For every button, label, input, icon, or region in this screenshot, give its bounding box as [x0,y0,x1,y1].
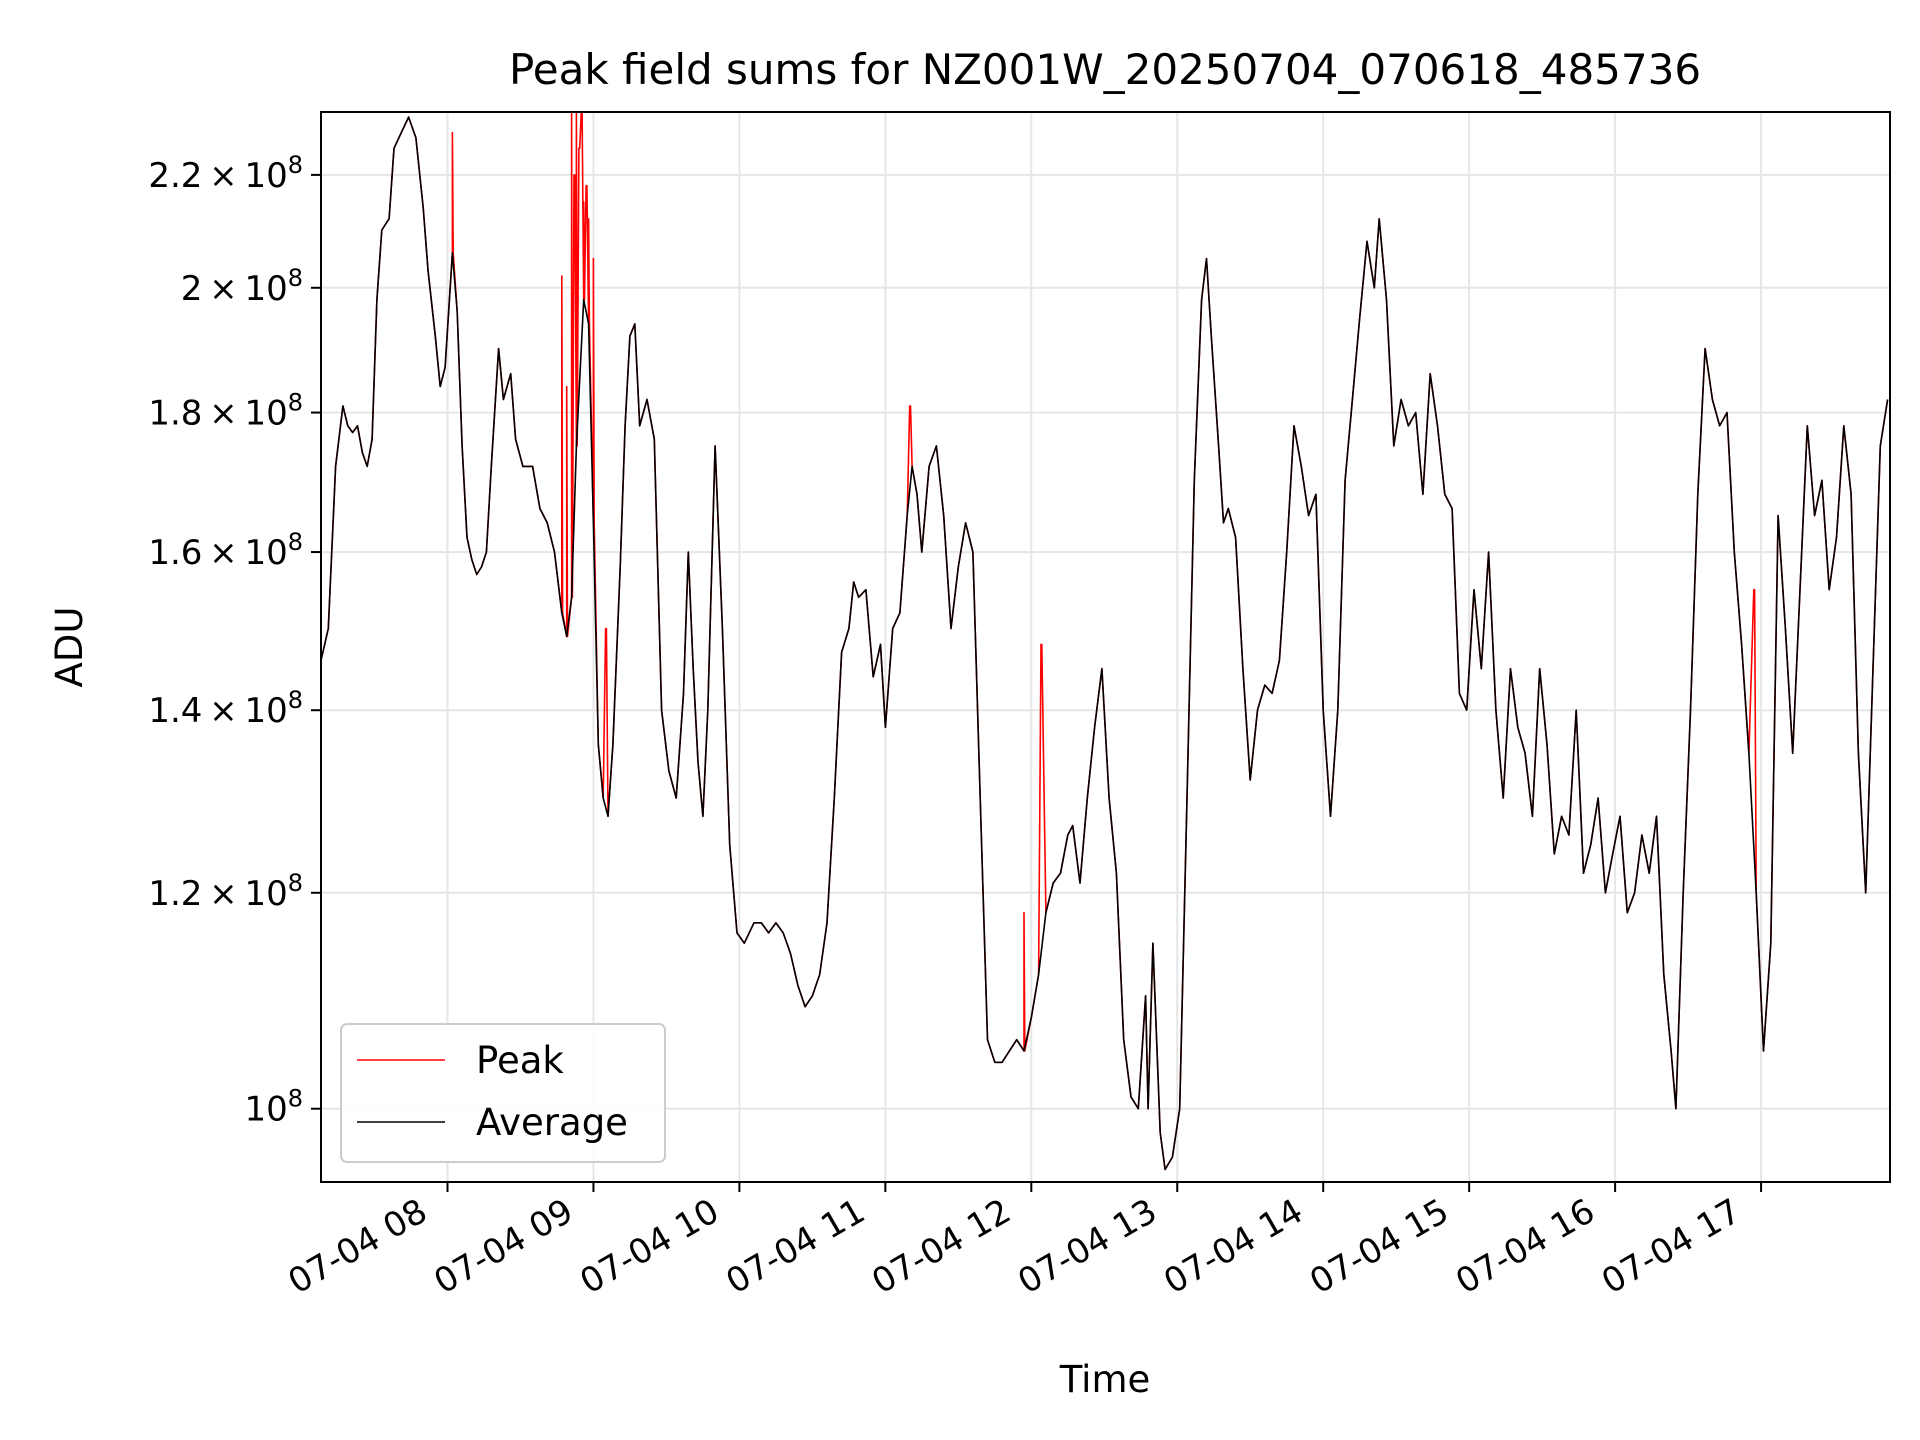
x-axis-label: Time [1059,1358,1151,1401]
y-tick-label: 108 [244,1085,303,1130]
y-axis-label: ADU [48,607,91,688]
y-tick-label: 1.4 × 108 [148,686,303,731]
legend-box [340,1023,666,1163]
chart-title: Peak field sums for NZ001W_20250704_0706… [509,45,1701,94]
y-tick-label: 1.6 × 108 [148,528,303,573]
plot-area [320,111,1889,1171]
legend-label-peak: Peak [476,1039,564,1082]
grid [321,112,1890,1182]
series-line-average [320,116,1889,1171]
y-tick-label: 1.8 × 108 [148,389,303,434]
plot-frame [320,111,1891,1183]
y-tick-label: 2.2 × 108 [148,151,303,196]
legend: Peak Average [340,1023,666,1163]
y-tick-label: 1.2 × 108 [148,869,303,914]
legend-label-average: Average [476,1101,628,1144]
y-tick-label: 2 × 108 [181,264,303,309]
